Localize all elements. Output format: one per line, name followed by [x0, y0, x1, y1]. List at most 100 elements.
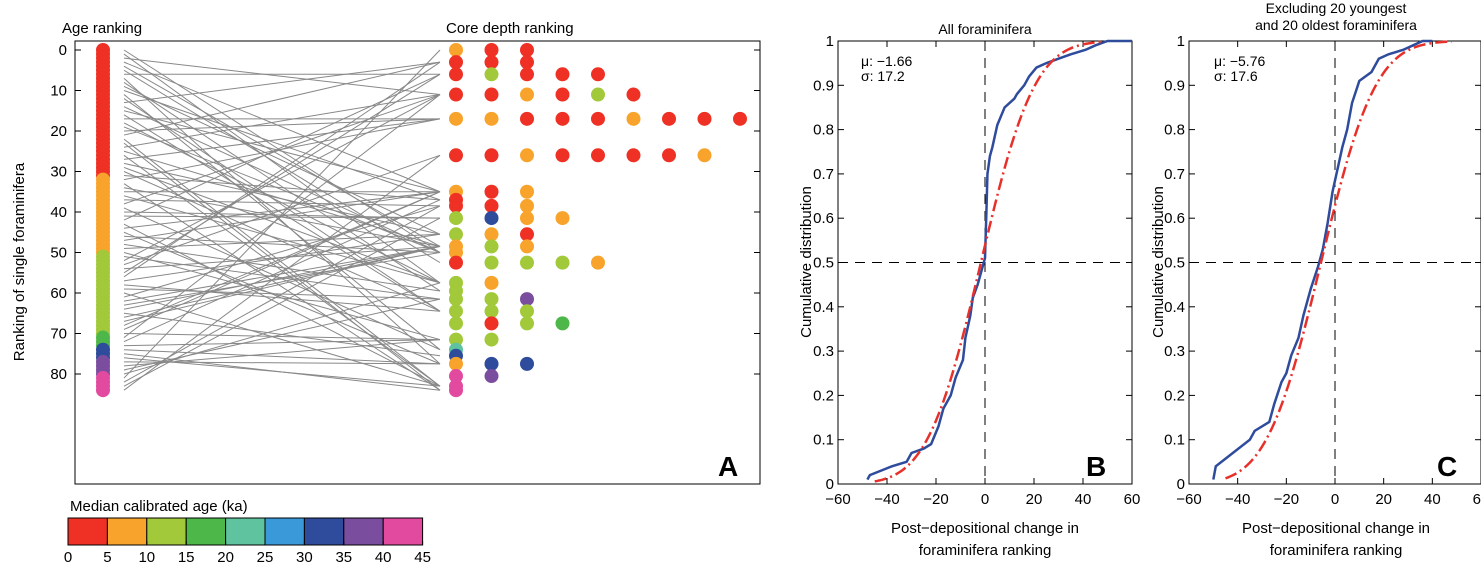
depth-marker	[484, 316, 499, 331]
colorbar-segment	[225, 517, 266, 546]
connector-line	[123, 90, 441, 201]
y-tick-label: 0.7	[813, 166, 834, 183]
y-tick-label: 0.1	[813, 432, 834, 449]
connector-line	[123, 183, 441, 391]
connector-line	[123, 217, 441, 387]
y-tick-label: 0.5	[813, 255, 834, 272]
x-tick-label: 60	[1124, 491, 1141, 508]
x-tick-label: 0	[1331, 491, 1339, 508]
colorbar-segment	[67, 517, 108, 546]
depth-marker	[449, 87, 463, 102]
panel-c-xlabel-line2: foraminifera ranking	[1270, 542, 1403, 559]
connector-line	[123, 162, 441, 235]
connector-line	[123, 85, 441, 235]
colorbar-tick-label: 0	[64, 549, 72, 563]
y-tick-label: 0.3	[813, 343, 834, 360]
depth-marker	[449, 369, 463, 384]
connector-line	[123, 245, 441, 322]
depth-marker	[484, 55, 499, 70]
colorbar-tick-label: 15	[178, 549, 195, 563]
depth-marker	[449, 43, 463, 57]
panel-b-label: B	[1086, 451, 1106, 482]
connector-line	[123, 53, 441, 284]
connector-line	[123, 282, 441, 375]
y-tick-label: 0	[826, 476, 834, 493]
y-tick-label: 0.4	[813, 299, 834, 316]
depth-marker	[520, 148, 534, 163]
depth-marker	[626, 148, 641, 163]
panel-c-sigma: σ: 17.6	[1214, 68, 1258, 84]
panel-b-xlabel-line1: Post−depositional change in	[891, 520, 1079, 537]
depth-marker	[555, 316, 570, 331]
x-tick-label: 20	[1026, 491, 1043, 508]
y-tick-label: 0.5	[1164, 255, 1185, 272]
depth-marker	[484, 292, 499, 307]
connector-line	[123, 339, 441, 347]
connector-line	[123, 245, 441, 310]
connector-line	[123, 94, 441, 148]
depth-marker	[449, 111, 463, 126]
y-tick-label: 60	[50, 285, 67, 302]
depth-marker	[449, 332, 463, 347]
connector-line	[123, 191, 441, 326]
age-ranking-title: Age ranking	[62, 20, 142, 37]
connector-line	[123, 252, 441, 306]
panel-b-mu: μ: −1.66	[861, 53, 912, 69]
connector-line	[123, 195, 441, 284]
depth-marker	[662, 148, 676, 163]
colorbar-tick-label: 10	[138, 549, 155, 563]
x-tick-label: 60	[1473, 491, 1481, 508]
connector-line	[123, 77, 441, 365]
connector-line	[123, 98, 441, 312]
depth-marker	[484, 184, 499, 199]
depth-marker	[591, 148, 605, 163]
depth-marker	[449, 356, 463, 371]
connector-line	[123, 233, 441, 282]
connector-line	[123, 81, 441, 292]
depth-marker	[484, 211, 499, 226]
connector-line	[123, 205, 441, 298]
connector-line	[123, 166, 441, 284]
connector-line	[123, 349, 441, 365]
depth-marker	[555, 111, 570, 126]
depth-marker	[520, 67, 534, 82]
colorbar-segment	[343, 517, 384, 546]
depth-marker	[520, 211, 534, 226]
connector-line	[123, 94, 441, 205]
normal-fit-line	[874, 40, 1103, 483]
connector-line	[123, 154, 441, 391]
depth-marker	[484, 369, 499, 384]
panel-c-title-line2: and 20 oldest foraminifera	[1255, 17, 1417, 33]
depth-marker	[520, 227, 534, 242]
depth-marker	[449, 67, 463, 82]
depth-marker	[520, 304, 534, 319]
depth-marker	[555, 87, 570, 102]
y-tick-label: 0.2	[1164, 387, 1185, 404]
y-tick-label: 0.2	[813, 387, 834, 404]
depth-marker	[484, 304, 499, 319]
panel-b-ylabel: Cumulative distribution	[798, 186, 815, 338]
connector-line	[123, 61, 441, 278]
y-tick-label: 1	[1177, 33, 1185, 50]
connector-line	[123, 223, 441, 387]
colorbar-tick-label: 5	[103, 549, 111, 563]
depth-marker	[449, 245, 463, 260]
y-tick-label: 0.4	[1164, 299, 1185, 316]
connector-line	[123, 205, 441, 383]
panel-c-ylabel: Cumulative distribution	[1150, 186, 1167, 338]
x-tick-label: −60	[825, 491, 850, 508]
connector-line	[123, 191, 441, 330]
depth-marker	[449, 383, 463, 398]
panel-b-title: All foraminifera	[938, 21, 1032, 37]
panel-c-mu: μ: −5.76	[1214, 53, 1265, 69]
age-marker	[96, 383, 110, 398]
depth-marker	[520, 55, 534, 70]
y-tick-label: 70	[50, 326, 67, 343]
depth-marker	[449, 211, 463, 226]
y-tick-label: 80	[50, 366, 67, 383]
depth-marker	[484, 111, 499, 126]
connector-line	[123, 110, 441, 193]
depth-marker	[555, 67, 570, 82]
panel-a-label: A	[718, 451, 738, 482]
connector-line	[123, 106, 441, 253]
